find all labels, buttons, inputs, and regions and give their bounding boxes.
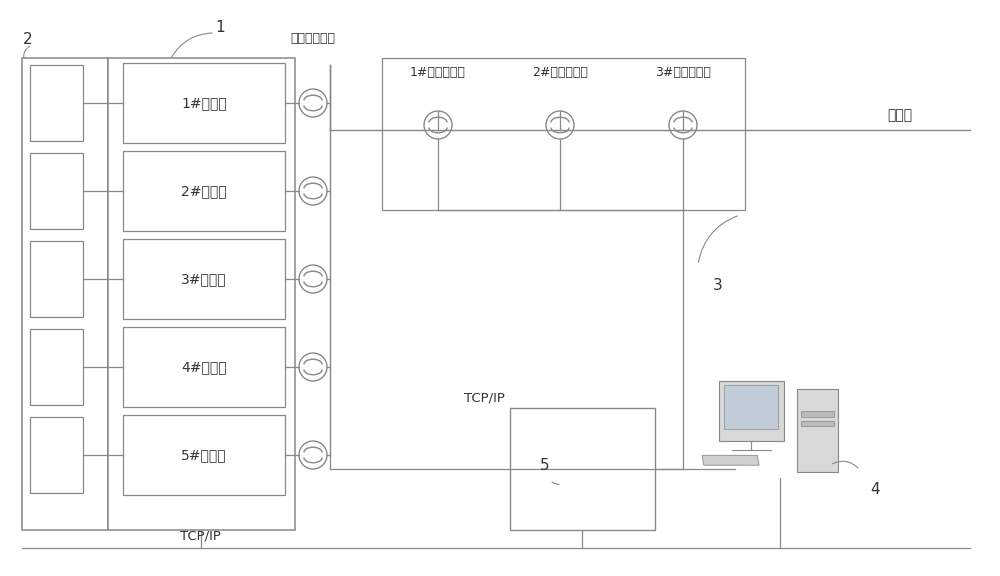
- Text: 2#空压机: 2#空压机: [181, 184, 227, 198]
- Bar: [123, 415, 285, 495]
- Text: 出口流量监控: 出口流量监控: [290, 32, 336, 44]
- Text: 4#空压机: 4#空压机: [181, 360, 227, 374]
- Bar: [801, 411, 834, 416]
- Text: 3#流量监控点: 3#流量监控点: [655, 66, 711, 79]
- Bar: [801, 420, 834, 426]
- Bar: [123, 63, 285, 143]
- Text: 用气端: 用气端: [887, 108, 913, 122]
- Bar: [108, 58, 295, 530]
- Bar: [382, 58, 745, 210]
- Bar: [123, 239, 285, 319]
- Bar: [510, 408, 655, 530]
- Bar: [123, 327, 285, 407]
- Bar: [724, 385, 778, 429]
- Text: TCP/IP: TCP/IP: [464, 392, 505, 404]
- Bar: [30, 417, 83, 493]
- Text: TCP/IP: TCP/IP: [180, 529, 220, 543]
- Text: 1: 1: [215, 21, 225, 36]
- Text: 5: 5: [540, 457, 550, 472]
- Text: 1#空压机: 1#空压机: [181, 96, 227, 110]
- Bar: [718, 381, 784, 441]
- Text: 5#空压机: 5#空压机: [181, 448, 227, 462]
- Bar: [22, 58, 108, 530]
- Text: 2: 2: [23, 32, 33, 47]
- Bar: [702, 455, 759, 465]
- Bar: [30, 65, 83, 141]
- Text: 2#流量监控点: 2#流量监控点: [532, 66, 588, 79]
- Text: 4: 4: [870, 483, 880, 498]
- Bar: [123, 151, 285, 231]
- Text: 1#流量监控点: 1#流量监控点: [410, 66, 466, 79]
- Bar: [30, 329, 83, 405]
- Bar: [30, 153, 83, 229]
- Text: 3#空压机: 3#空压机: [181, 272, 227, 286]
- Text: 3: 3: [713, 278, 723, 293]
- Bar: [796, 389, 838, 472]
- Bar: [30, 241, 83, 317]
